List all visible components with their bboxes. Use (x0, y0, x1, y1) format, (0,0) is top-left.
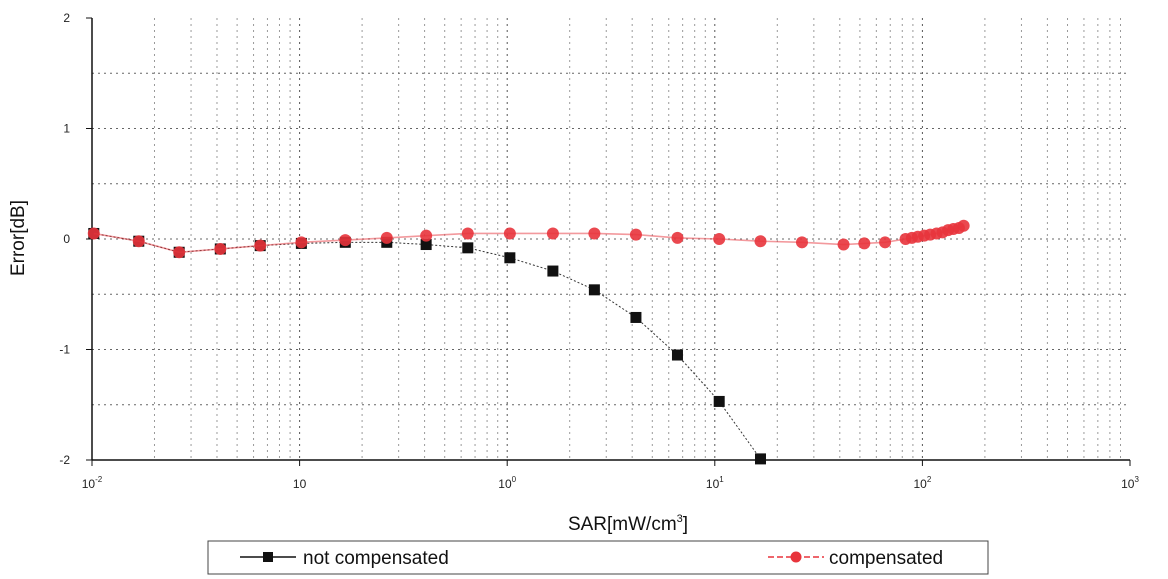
x-tick-label: 103 (1121, 475, 1139, 491)
data-point-not-compensated (462, 242, 474, 254)
data-point-compensated (380, 231, 393, 244)
data-point-compensated (588, 227, 601, 240)
x-tick-label: 102 (913, 475, 931, 491)
data-point-compensated (295, 236, 308, 249)
data-point-compensated (671, 231, 684, 244)
data-point-compensated (754, 235, 767, 248)
legend: not compensated compensated (207, 540, 989, 575)
series-line-not-compensated (93, 232, 761, 460)
data-point-not-compensated (588, 284, 600, 296)
data-point-compensated (214, 242, 227, 255)
axes (86, 17, 1131, 466)
data-point-compensated (461, 227, 474, 240)
data-point-compensated (837, 238, 850, 251)
data-point-compensated (795, 236, 808, 249)
data-point-not-compensated (713, 395, 725, 407)
x-axis-label-sup: 3 (677, 513, 683, 525)
data-point-not-compensated (671, 349, 683, 361)
data-point-compensated (957, 219, 970, 232)
x-tick-label: 10-2 (82, 475, 103, 491)
data-point-compensated (879, 236, 892, 249)
y-axis-label: Error[dB] (8, 200, 29, 276)
x-tick-label: 10 (293, 477, 307, 491)
legend-box (207, 540, 989, 575)
legend-marker-circle (790, 551, 802, 563)
y-tick-label: 1 (63, 122, 70, 136)
data-point-compensated (858, 237, 871, 250)
data-point-compensated (420, 229, 433, 242)
legend-marker-square (263, 552, 273, 562)
y-tick-label: -2 (59, 453, 70, 467)
data-point-compensated (254, 239, 267, 252)
y-tick-label: 2 (63, 11, 70, 25)
x-tick-label: 101 (706, 475, 724, 491)
data-point-compensated (132, 235, 145, 248)
data-series (87, 219, 970, 465)
data-point-compensated (503, 227, 516, 240)
data-point-compensated (173, 246, 186, 259)
data-point-not-compensated (630, 311, 642, 323)
data-point-compensated (629, 228, 642, 241)
x-axis-label-close: ] (683, 514, 688, 535)
data-point-compensated (546, 227, 559, 240)
y-tick-label: -1 (59, 343, 70, 357)
y-tick-label: 0 (63, 232, 70, 246)
legend-label-not-compensated: not compensated (303, 548, 449, 569)
data-point-compensated (339, 234, 352, 247)
legend-item-compensated: compensated (768, 548, 943, 569)
data-point-not-compensated (547, 265, 559, 277)
legend-item-not-compensated: not compensated (240, 548, 449, 569)
data-point-not-compensated (754, 453, 766, 465)
grid-lines (92, 18, 1130, 460)
x-axis-label: SAR[mW/cm3] (568, 513, 688, 535)
x-axis-label-main: SAR[mW/cm (568, 514, 677, 535)
tick-labels: 210-1-210-2 10 100 101 102 103 (59, 11, 1139, 491)
x-tick-label: 100 (498, 475, 516, 491)
data-point-not-compensated (504, 252, 516, 264)
legend-label-compensated: compensated (829, 548, 943, 569)
data-point-compensated (87, 227, 100, 240)
data-point-not-compensated (420, 239, 432, 251)
data-point-compensated (713, 233, 726, 245)
